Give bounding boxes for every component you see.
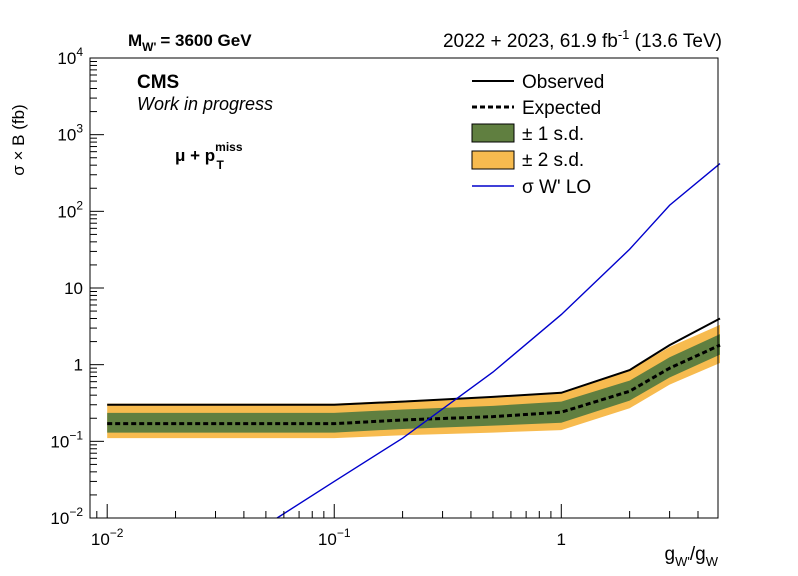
legend-label-observed: Observed	[522, 72, 604, 93]
x-tick-label: 10−1	[318, 526, 351, 549]
status-label: Work in progress	[137, 94, 273, 114]
legend-label-expected: Expected	[522, 98, 601, 119]
legend-label-2sd: ± 2 s.d.	[522, 150, 584, 171]
limit-lines	[107, 163, 721, 519]
y-tick-label: 102	[57, 198, 83, 221]
x-axis-label: gW'/gW	[665, 544, 719, 569]
x-tick-label: 1	[557, 530, 566, 549]
legend-swatch-2sd	[471, 150, 515, 170]
y-tick-label: 104	[57, 45, 83, 68]
legend-swatch-1sd	[471, 123, 515, 143]
x-tick-label: 10−2	[91, 526, 124, 549]
y-tick-label: 10−2	[50, 505, 83, 528]
legend-label-1sd: ± 1 s.d.	[522, 124, 584, 145]
axes: 10−2 10−1 1 10−2 10−1 1 10 102 103 104	[50, 45, 699, 549]
y-tick-label: 10	[64, 279, 83, 298]
legend: Observed Expected ± 1 s.d. ± 2 s.d. σ W'…	[471, 72, 604, 198]
y-axis-label: σ × B (fb)	[9, 104, 28, 175]
y-tick-label: 10−1	[50, 428, 83, 451]
legend-label-theory: σ W' LO	[522, 177, 591, 198]
observed-line	[107, 317, 721, 406]
mass-label: MW' = 3600 GeV	[128, 31, 252, 54]
cms-label: CMS	[137, 72, 179, 93]
luminosity-label: 2022 + 2023, 61.9 fb-1 (13.6 TeV)	[443, 27, 722, 52]
theory-line	[276, 163, 721, 519]
band-1sd	[107, 334, 720, 433]
y-tick-label: 1	[74, 356, 83, 375]
channel-label: μ + pmiss T	[175, 140, 243, 172]
y-tick-label: 103	[57, 122, 83, 145]
expected-line	[107, 343, 721, 426]
